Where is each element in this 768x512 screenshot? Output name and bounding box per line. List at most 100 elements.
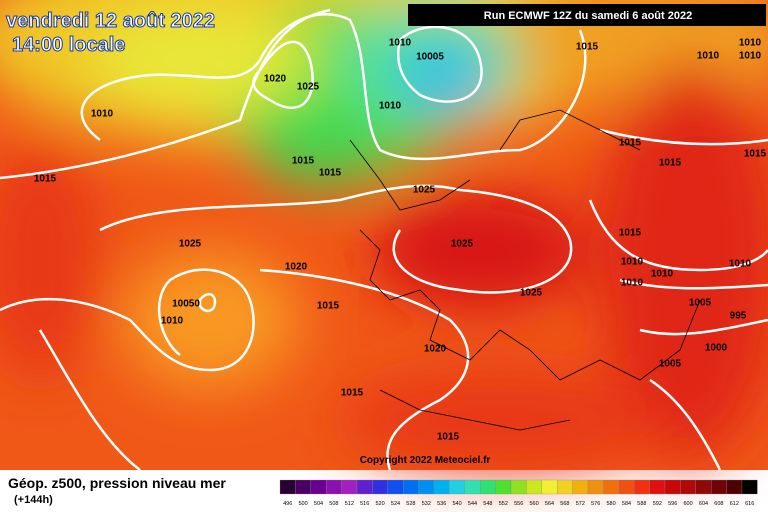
scale-swatch (510, 479, 527, 495)
scale-label: 540 (453, 501, 462, 507)
isobar-label: 1010 (739, 38, 762, 49)
isobar-label: 1015 (34, 174, 57, 185)
isobar-label: 1010 (389, 38, 412, 49)
isobar-label: 1015 (619, 228, 642, 239)
scale-label: 588 (637, 501, 646, 507)
scale-swatch (541, 479, 558, 495)
scale-swatch (372, 479, 388, 495)
scale-swatch (495, 479, 512, 495)
isobar-labels: 1010 10005 1015 1010 1010 1010 1020 1025 1010 101… (34, 38, 767, 443)
scale-swatch (433, 479, 450, 495)
scale-label: 532 (422, 501, 431, 507)
scale-label: 592 (653, 501, 662, 507)
isobar-label: 1010 (697, 51, 720, 62)
isobar-label: 1015 (292, 156, 315, 167)
isobar-label: 1010 (729, 259, 752, 270)
isobar-label: 1010 (91, 109, 114, 120)
scale-label: 516 (360, 501, 369, 507)
isobar-label: 1015 (619, 138, 642, 149)
isobar-label: 1010 (621, 257, 644, 268)
scale-label: 616 (745, 501, 754, 507)
isobar-label: 1020 (424, 344, 447, 355)
isobar-label: 1025 (413, 185, 436, 196)
scale-label: 556 (514, 501, 523, 507)
scale-label: 524 (391, 501, 400, 507)
isobar-label: 1025 (179, 239, 202, 250)
scale-swatch (295, 479, 311, 495)
scale-swatch (557, 479, 573, 495)
scale-label: 528 (406, 501, 415, 507)
scale-label: 584 (622, 501, 631, 507)
scale-label: 576 (591, 501, 600, 507)
scale-label: 612 (730, 501, 739, 507)
scale-label: 560 (530, 501, 539, 507)
run-label: Run ECMWF 12Z du samedi 6 août 2022 (484, 10, 692, 22)
isobar-label: 1010 (621, 278, 644, 289)
footer-title: Géop. z500, pression niveau mer (8, 475, 226, 491)
isobar-label: 10005 (416, 52, 444, 63)
scale-swatch (279, 479, 296, 495)
scale-label: 600 (684, 501, 693, 507)
time-label: 14:00 locale (12, 34, 125, 56)
scale-label: 548 (483, 501, 492, 507)
date-label: vendredi 12 août 2022 (6, 10, 215, 32)
scale-swatch (403, 479, 419, 495)
scale-swatch (341, 479, 358, 495)
scale-swatch (664, 479, 681, 495)
isobar (252, 40, 314, 110)
scale-swatch (603, 479, 619, 495)
scale-swatch (741, 479, 758, 495)
isobar-label: 1015 (659, 158, 682, 169)
isobar (619, 278, 768, 471)
scale-label: 504 (314, 501, 323, 507)
scale-swatch (680, 479, 696, 495)
scale-swatch (464, 479, 481, 495)
scale-swatch (526, 479, 542, 495)
scale-label: 564 (545, 501, 554, 507)
scale-swatch (572, 479, 589, 495)
scale-label: 608 (714, 501, 723, 507)
scale-label: 496 (283, 501, 292, 507)
scale-swatch (695, 479, 712, 495)
run-box (408, 4, 766, 26)
scale-label: 544 (468, 501, 477, 507)
isobar-label: 1020 (264, 74, 287, 85)
scale-label: 520 (376, 501, 385, 507)
isobar-label: 1010 (739, 51, 762, 62)
color-scale: 496 500 504 508 512 516 520 524 528 532 536 540 544 5… (279, 479, 758, 507)
isobar-label: 1005 (659, 359, 682, 370)
isobar-label: 1015 (744, 149, 767, 160)
isobar-label: 995 (730, 311, 747, 322)
scale-label: 604 (699, 501, 708, 507)
isobar (0, 268, 255, 372)
scale-swatch (356, 479, 373, 495)
isobar (0, 8, 331, 180)
isobar (588, 128, 768, 272)
isobars (0, 8, 768, 471)
isobar-label: 1015 (317, 301, 340, 312)
isobar-label: 1000 (705, 343, 728, 354)
field (0, 0, 768, 470)
scale-label: 568 (560, 501, 569, 507)
copyright: Copyright 2022 Meteociel.fr (360, 455, 491, 466)
isobar (99, 184, 573, 294)
scale-swatch (649, 479, 666, 495)
scale-label: 536 (437, 501, 446, 507)
isobar-label: 1010 (379, 101, 402, 112)
scale-swatch (711, 479, 727, 495)
isobar (80, 13, 587, 161)
isobar-label: 1015 (437, 432, 460, 443)
scale-swatch (387, 479, 404, 495)
isobar-label: 10050 (172, 299, 200, 310)
isobar-label: 1025 (520, 288, 543, 299)
coastlines (349, 109, 701, 431)
scale-label: 580 (607, 501, 616, 507)
scale-label: 552 (499, 501, 508, 507)
scale-label: 596 (668, 501, 677, 507)
isobar-label: 1015 (576, 42, 599, 53)
scale-label: 512 (345, 501, 354, 507)
scale-label: 508 (329, 501, 338, 507)
isobar-label: 1005 (689, 298, 712, 309)
